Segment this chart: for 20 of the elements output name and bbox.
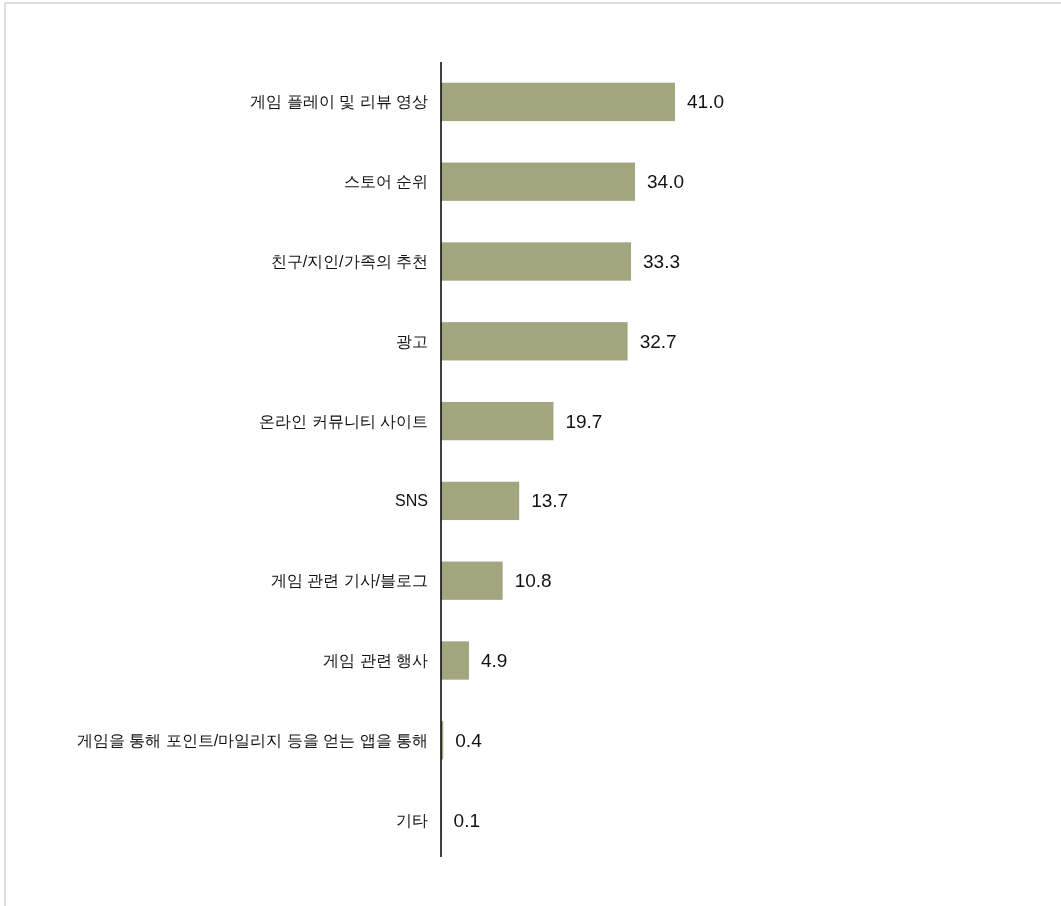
data-label: 32.7 <box>639 330 677 352</box>
y-tick-label: 광고 <box>396 332 428 350</box>
data-label: 13.7 <box>531 490 569 512</box>
data-label: 34.0 <box>647 171 685 193</box>
y-tick-label: 게임 플레이 및 리뷰 영상 <box>250 93 428 111</box>
data-label: 0.4 <box>455 729 483 751</box>
data-label: 41.0 <box>687 91 724 113</box>
y-tick-label: 게임 관련 기사/블로그 <box>270 572 428 590</box>
y-tick-label: SNS <box>395 492 428 510</box>
data-label: 19.7 <box>565 410 603 432</box>
y-tick-label: 친구/지인/가족의 추천 <box>270 253 428 270</box>
data-label: 0.1 <box>453 809 480 831</box>
y-tick-label: 스토어 순위 <box>343 173 428 191</box>
data-label: 33.3 <box>643 251 681 272</box>
y-tick-label: 게임 관련 행사 <box>323 652 428 669</box>
y-tick-label: 온라인 커뮤니티 사이트 <box>259 412 428 430</box>
data-label: 4.9 <box>480 650 508 671</box>
data-label: 10.8 <box>514 570 552 592</box>
y-tick-label: 기타 <box>396 811 428 829</box>
y-tick-label: 게임을 통해 포인트/마일리지 등을 얻는 앱을 통해 <box>76 731 428 749</box>
